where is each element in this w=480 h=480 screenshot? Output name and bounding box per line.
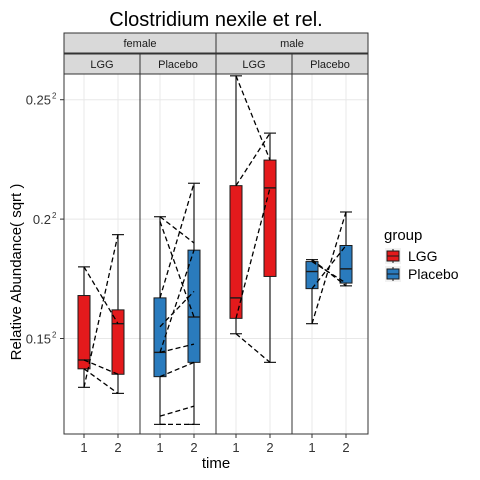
legend-item-LGG: LGG: [385, 248, 438, 264]
panel-female-LGG: [64, 74, 140, 434]
strip-label-LGG: LGG: [242, 59, 265, 71]
box-body: [112, 310, 124, 374]
panel-female-Placebo: [140, 74, 216, 434]
x-axis: 1 2 1 2 1 2 1 2: [80, 434, 349, 455]
x-tick-label: 2: [114, 440, 121, 455]
strip-label-male: male: [280, 38, 304, 50]
x-tick-label: 1: [232, 440, 239, 455]
legend-title: group: [384, 227, 422, 244]
panel-background: [292, 74, 368, 434]
x-axis-title: time: [202, 455, 230, 472]
y-axis-title: Relative Abundance( sqrt ): [8, 184, 25, 361]
strip-label-Placebo: Placebo: [310, 59, 350, 71]
panel-background: [140, 74, 216, 434]
panel-male-Placebo: [292, 74, 368, 434]
box-body: [306, 262, 318, 289]
box-body: [340, 245, 352, 283]
panel-male-LGG: [216, 74, 292, 434]
box-body: [154, 298, 166, 377]
box-body: [264, 160, 276, 276]
strip-label-LGG: LGG: [90, 59, 113, 71]
chart-title: Clostridium nexile et rel.: [109, 9, 322, 31]
y-tick-label: 0.15: [26, 331, 51, 346]
x-tick-label: 2: [266, 440, 273, 455]
y-axis: 0.15 20.2 20.25 2: [26, 92, 64, 347]
panel-background: [64, 74, 140, 434]
strip-label-female: female: [123, 38, 156, 50]
y-tick-exponent: 2: [52, 330, 57, 339]
x-tick-label: 2: [190, 440, 197, 455]
y-tick-exponent: 2: [52, 92, 57, 101]
box-body: [78, 296, 90, 369]
y-tick-label: 0.2: [33, 212, 51, 227]
legend: group LGG Placebo: [384, 227, 459, 282]
x-tick-label: 1: [80, 440, 87, 455]
y-tick-exponent: 2: [52, 211, 57, 220]
strip-label-Placebo: Placebo: [158, 59, 198, 71]
x-tick-label: 2: [342, 440, 349, 455]
panels: female male LGG Placebo LGG Placebo: [64, 33, 368, 434]
x-tick-label: 1: [308, 440, 315, 455]
legend-item-Placebo: Placebo: [385, 266, 459, 282]
legend-label: Placebo: [408, 266, 459, 282]
legend-label: LGG: [408, 248, 438, 264]
y-tick-label: 0.25: [26, 93, 51, 108]
panel-background: [216, 74, 292, 434]
x-tick-label: 1: [156, 440, 163, 455]
